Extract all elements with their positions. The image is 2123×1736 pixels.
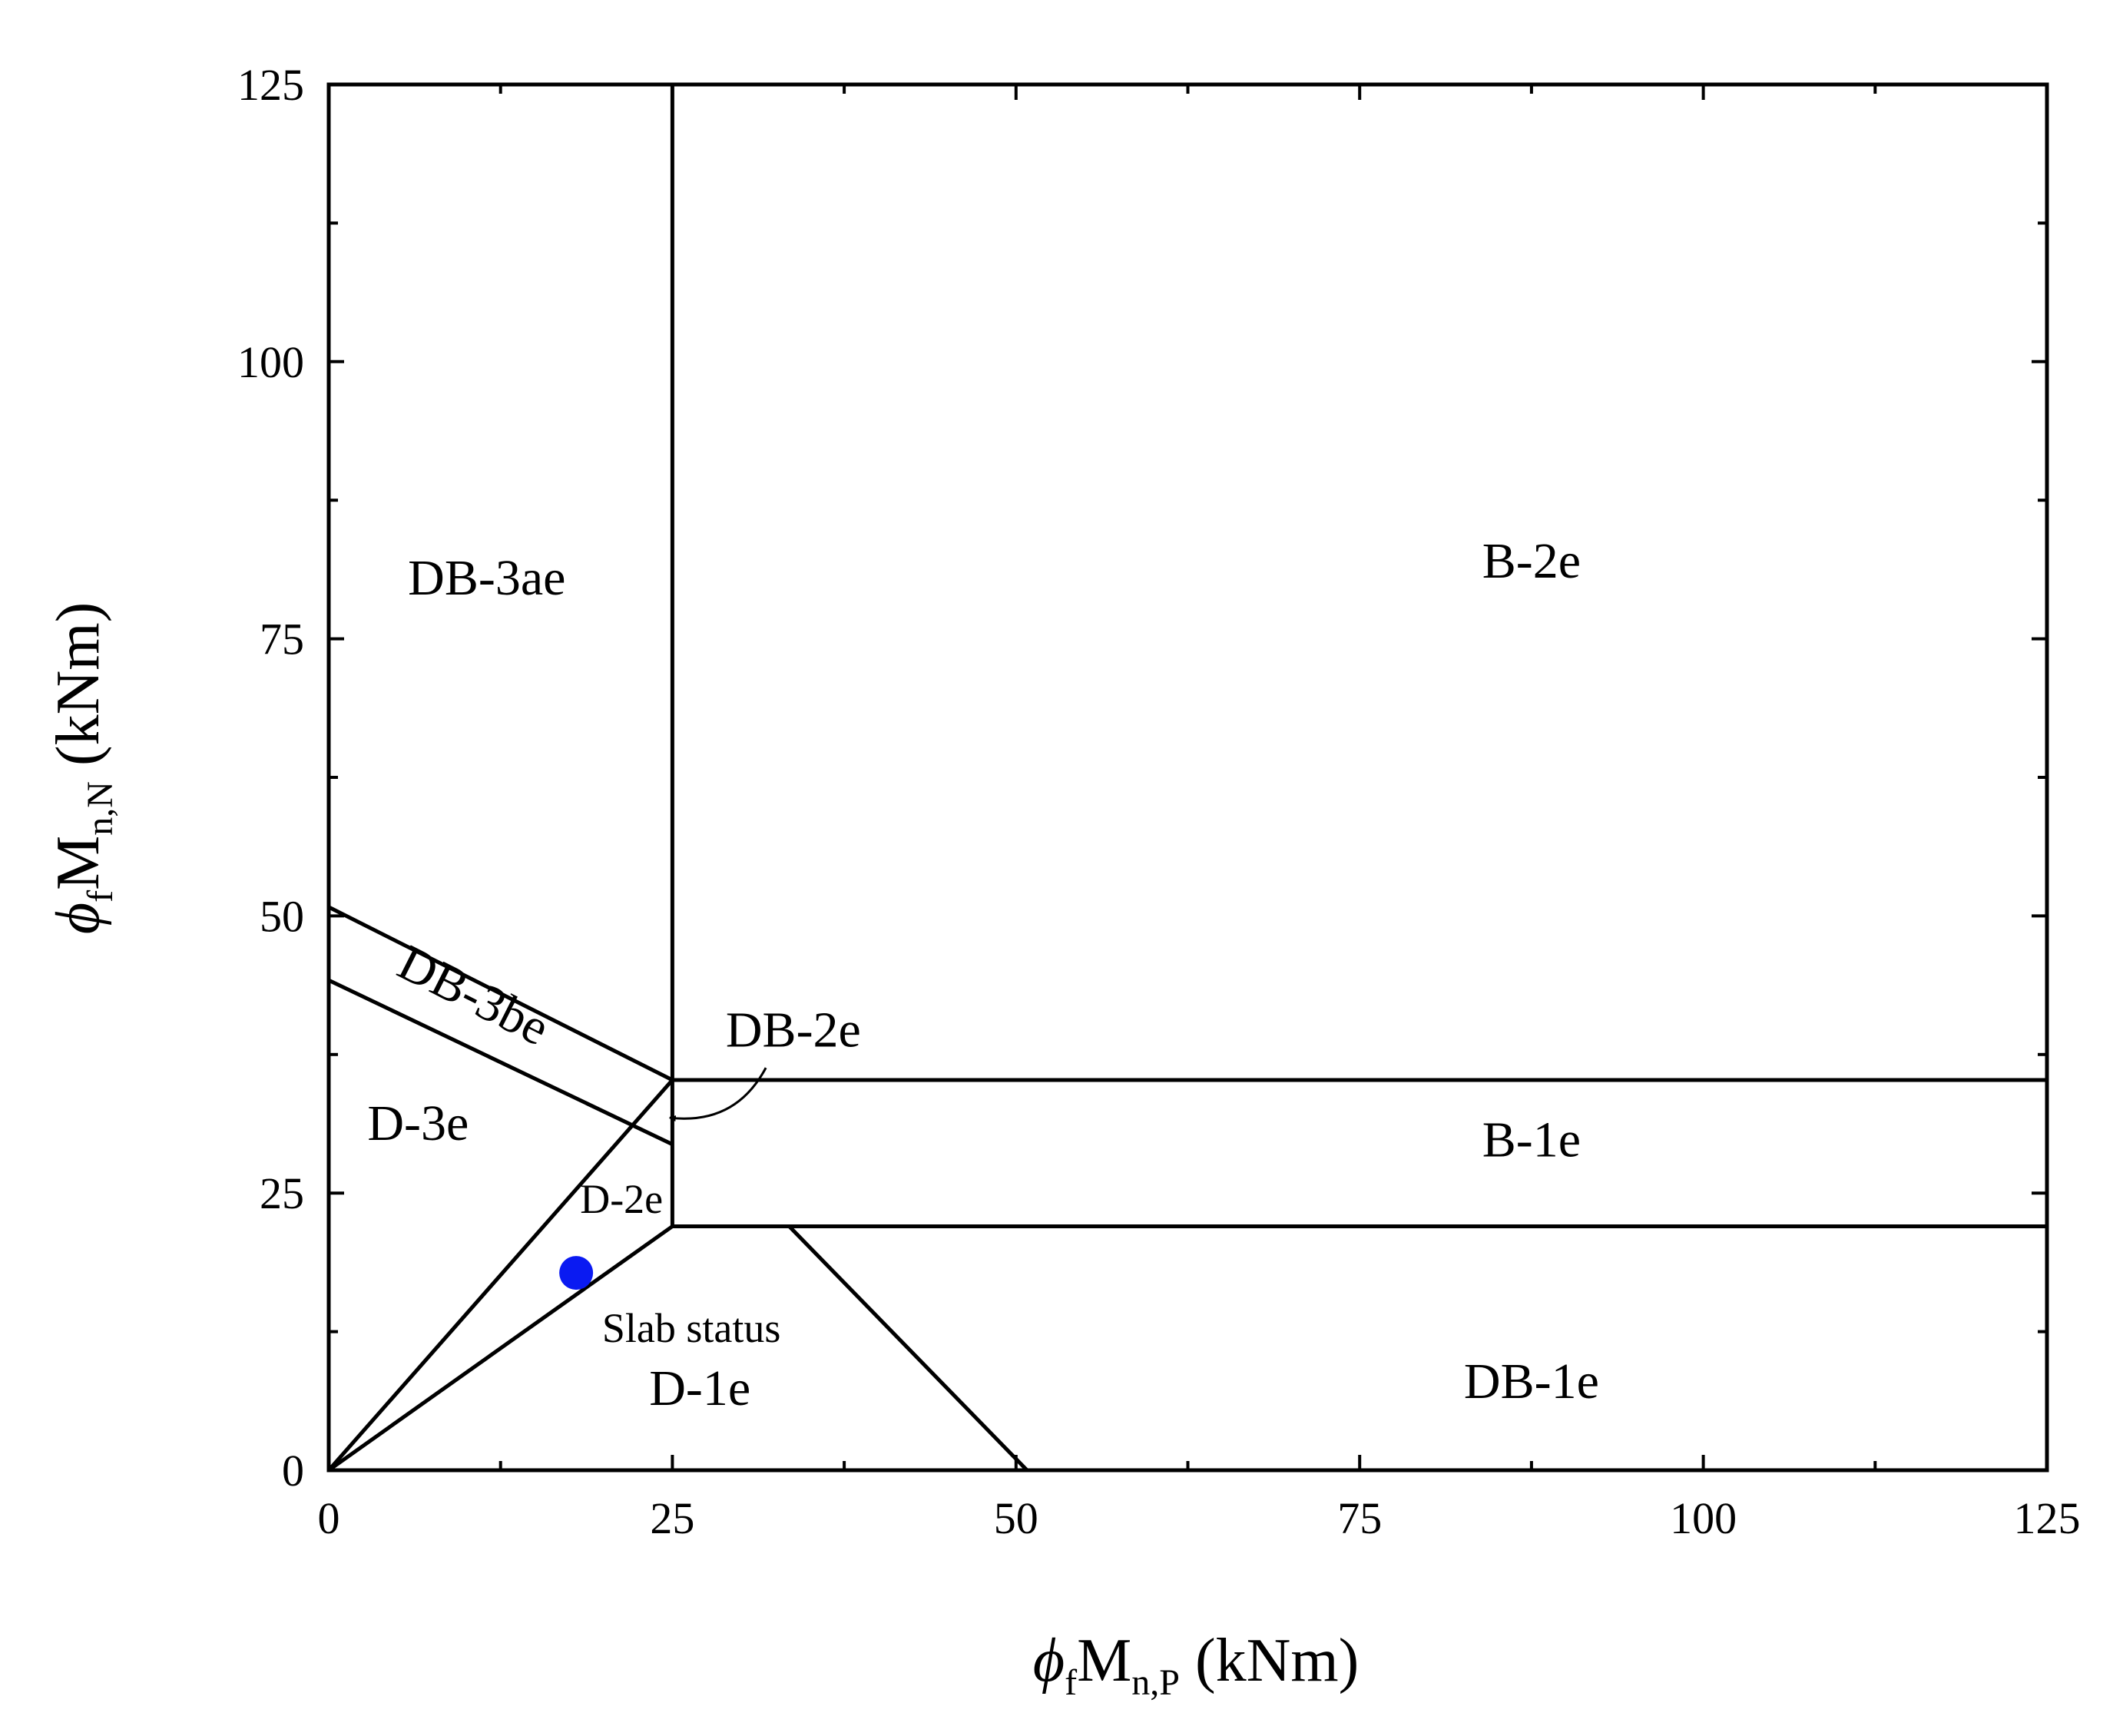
- annotation-arrow: [668, 1067, 767, 1121]
- y-axis-title: ϕfMn,N (kNm): [45, 602, 121, 934]
- y-tick-label: 0: [282, 1446, 304, 1496]
- slab-status-point: [559, 1256, 594, 1290]
- region-label-d-1e: D-1e: [649, 1360, 750, 1416]
- boundary-lines: [327, 84, 2047, 1473]
- x-tick-label: 100: [1670, 1493, 1737, 1543]
- region-label-db-3ae: DB-3ae: [408, 550, 565, 606]
- x-axis-title: ϕfMn,P (kNm): [1033, 1627, 1360, 1703]
- boundary-line-5: [327, 1078, 674, 1472]
- boundary-line-1: [327, 905, 674, 1082]
- x-tick-label: 125: [2014, 1493, 2081, 1543]
- x-tick-label: 75: [1337, 1493, 1382, 1543]
- y-tick-label: 75: [260, 615, 304, 664]
- region-label-b-1e: B-1e: [1482, 1112, 1581, 1168]
- boundary-line-2: [327, 978, 674, 1146]
- x-tick-label: 0: [318, 1493, 340, 1543]
- slab-status-label: Slab status: [602, 1305, 781, 1351]
- region-label-db-3be: DB-3be: [389, 934, 558, 1056]
- x-tick-label: 25: [650, 1493, 694, 1543]
- region-label-db-2e: DB-2e: [726, 1002, 861, 1058]
- region-label-b-2e: B-2e: [1482, 533, 1581, 589]
- boundary-line-6: [327, 1224, 674, 1473]
- axis-ticks: 0 25 50 75 100 125 0 25 50 75 100 125: [237, 60, 2081, 1543]
- region-label-db-1e: DB-1e: [1464, 1353, 1599, 1410]
- data-points: Slab status: [559, 1256, 780, 1351]
- y-tick-label: 25: [260, 1168, 304, 1218]
- y-tick-label: 125: [237, 60, 304, 110]
- y-tick-label: 50: [260, 891, 304, 941]
- region-label-d-2e: D-2e: [580, 1176, 663, 1222]
- x-tick-label: 50: [994, 1493, 1038, 1543]
- region-labels: DB-3ae DB-3be D-3e D-2e D-1e DB-2e B-2e B-1e DB-…: [367, 533, 1599, 1416]
- boundary-line-7: [787, 1224, 1028, 1472]
- y-tick-label: 100: [237, 337, 304, 387]
- region-label-d-3e: D-3e: [367, 1095, 469, 1151]
